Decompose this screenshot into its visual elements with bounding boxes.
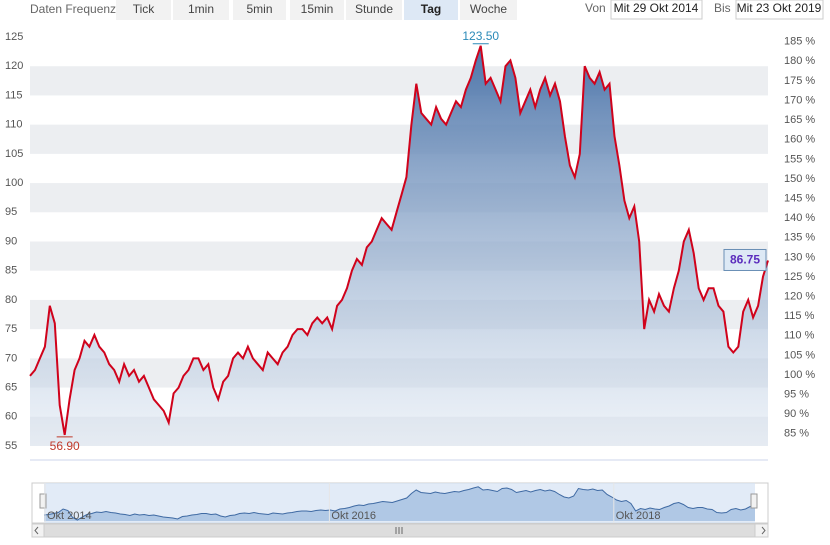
y-tick-label: 105	[5, 148, 23, 160]
frequency-button-label[interactable]: Woche	[470, 2, 507, 16]
y2-tick-label: 110 %	[784, 330, 815, 342]
grid-band	[30, 66, 768, 96]
y-tick-label: 70	[5, 352, 17, 364]
y2-tick-label: 140 %	[784, 212, 815, 224]
y2-tick-label: 175 %	[784, 75, 815, 87]
y-tick-label: 100	[5, 177, 23, 189]
plot-area: 55 60 65 70 75 80 85 90 95 100 105 110 115 120 125 85 %…	[5, 29, 815, 453]
grid-band	[30, 124, 768, 154]
toolbar-label: Daten Frequenz	[30, 2, 116, 16]
y2-tick-label: 90 %	[784, 408, 809, 420]
navigator-handle[interactable]	[39, 493, 47, 509]
from-label: Von	[585, 1, 606, 15]
y-tick-label: 90	[5, 235, 17, 247]
navigator-line	[43, 486, 756, 521]
frequency-button-label[interactable]: 15min	[301, 2, 334, 16]
frequency-button[interactable]	[460, 0, 517, 20]
navigator-area	[44, 486, 755, 521]
from-input[interactable]	[610, 0, 703, 20]
y2-tick-label: 165 %	[784, 114, 815, 126]
scrollbar-grip	[395, 527, 403, 534]
frequency-button-label[interactable]: 5min	[246, 2, 272, 16]
max-label: 123.50	[462, 29, 499, 43]
frequency-button[interactable]	[404, 0, 458, 20]
frequency-button[interactable]	[290, 0, 344, 20]
from-value[interactable]: Mit 29 Okt 2014	[614, 1, 699, 15]
date-range: Von Mit 29 Okt 2014 Bis Mit 23 Okt 2019	[585, 0, 824, 20]
to-label: Bis	[714, 1, 731, 15]
frequency-button[interactable]	[233, 0, 286, 20]
frequency-button[interactable]	[173, 0, 229, 20]
to-value[interactable]: Mit 23 Okt 2019	[737, 1, 822, 15]
navigator-label: Okt 2016	[331, 510, 376, 522]
frequency-button-label[interactable]: 1min	[188, 2, 214, 16]
y2-tick-label: 145 %	[784, 192, 815, 204]
y2-tick-label: 150 %	[784, 173, 815, 185]
y2-tick-label: 85 %	[784, 428, 809, 440]
y2-tick-label: 105 %	[784, 349, 815, 361]
y2-tick-label: 135 %	[784, 232, 815, 244]
y-tick-label: 95	[5, 206, 17, 218]
y2-tick-label: 185 %	[784, 36, 815, 48]
y2-tick-label: 160 %	[784, 134, 815, 146]
frequency-button[interactable]	[346, 0, 402, 20]
min-label: 56.90	[50, 439, 80, 453]
area	[30, 45, 768, 447]
frequency-button[interactable]	[116, 0, 171, 20]
y2-tick-label: 120 %	[784, 291, 815, 303]
y-tick-label: 85	[5, 265, 17, 277]
navigator-label: Okt 2014	[47, 510, 92, 522]
last-value-box	[723, 248, 767, 271]
y-tick-label: 110	[5, 119, 23, 131]
y2-tick-label: 100 %	[784, 369, 815, 381]
y2-tick-label: 115 %	[784, 310, 815, 322]
navigator-handle[interactable]	[750, 493, 758, 509]
line	[29, 45, 769, 436]
y2-tick-label: 130 %	[784, 251, 815, 263]
frequency-button-label[interactable]: Stunde	[355, 2, 393, 16]
y-tick-label: 55	[5, 440, 17, 452]
y2-tick-label: 125 %	[784, 271, 815, 283]
y2-tick-label: 155 %	[784, 153, 815, 165]
last-value-label: 86.75	[730, 253, 760, 267]
y2-tick-label: 180 %	[784, 55, 815, 67]
y-tick-label: 115	[5, 89, 23, 101]
y-tick-label: 125	[5, 31, 23, 43]
toolbar: Daten Frequenz Tick 1min 5min 15min Stunde Ta…	[30, 0, 517, 20]
navigator-label: Okt 2018	[616, 510, 661, 522]
y-tick-label: 60	[5, 411, 17, 423]
frequency-button-label[interactable]: Tag	[421, 2, 441, 16]
navigator: Okt 2014 Okt 2016 Okt 2018	[31, 482, 769, 538]
frequency-button-label[interactable]: Tick	[133, 2, 156, 16]
to-input[interactable]	[735, 0, 824, 20]
y-tick-label: 65	[5, 381, 17, 393]
y2-tick-label: 170 %	[784, 94, 815, 106]
y2-tick-label: 95 %	[784, 389, 809, 401]
y-tick-label: 75	[5, 323, 17, 335]
y-tick-label: 120	[5, 60, 23, 72]
y-tick-label: 80	[5, 294, 17, 306]
scrollbar-arrow[interactable]	[34, 526, 766, 535]
